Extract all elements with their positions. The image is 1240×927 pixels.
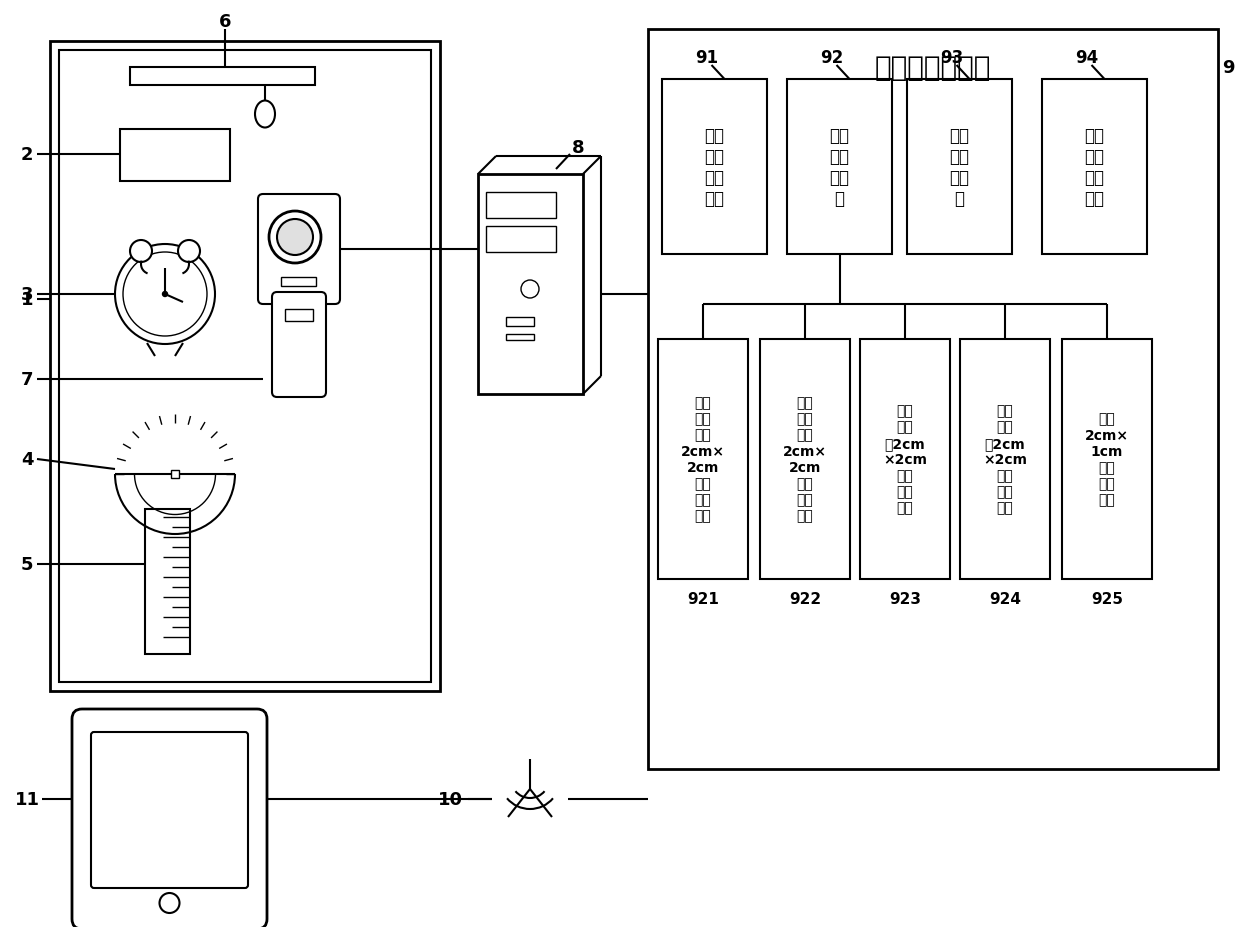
Bar — [486, 193, 556, 219]
FancyBboxPatch shape — [72, 709, 267, 927]
Circle shape — [123, 253, 207, 337]
Text: 922: 922 — [789, 591, 821, 607]
Bar — [906, 80, 1012, 255]
Text: 923: 923 — [889, 591, 921, 607]
Circle shape — [162, 292, 167, 298]
Text: 93: 93 — [940, 49, 963, 67]
FancyBboxPatch shape — [258, 195, 340, 305]
Text: 925: 925 — [1091, 591, 1123, 607]
Text: 髌上
2cm×
1cm
区域
提取
单元: 髌上 2cm× 1cm 区域 提取 单元 — [1085, 413, 1128, 507]
Text: 8: 8 — [572, 139, 584, 157]
Text: 位置
计算
子模
块: 位置 计算 子模 块 — [830, 127, 849, 208]
Bar — [60, 51, 432, 682]
Bar — [1042, 80, 1147, 255]
Bar — [145, 510, 190, 654]
Circle shape — [521, 281, 539, 298]
Circle shape — [160, 893, 180, 913]
Text: 外侧
胫骨
平台
2cm×
2cm
区域
提取
单元: 外侧 胫骨 平台 2cm× 2cm 区域 提取 单元 — [782, 396, 827, 523]
Bar — [1061, 339, 1152, 579]
Bar — [477, 175, 583, 395]
Text: 6: 6 — [218, 13, 231, 31]
Circle shape — [269, 211, 321, 263]
Bar — [861, 339, 950, 579]
Text: 5: 5 — [21, 555, 33, 574]
Text: 92: 92 — [820, 49, 843, 67]
Bar — [171, 471, 179, 478]
Text: 热图像处理模块: 热图像处理模块 — [874, 54, 991, 82]
Bar — [486, 227, 556, 253]
Bar — [120, 130, 229, 182]
Bar — [130, 68, 315, 86]
Text: 股骨
内侧
髁2cm
×2cm
区域
提取
单元: 股骨 内侧 髁2cm ×2cm 区域 提取 单元 — [883, 404, 928, 515]
Text: 1: 1 — [21, 291, 33, 309]
Text: 10: 10 — [438, 790, 463, 808]
Bar — [760, 339, 849, 579]
Bar — [506, 318, 534, 326]
Bar — [662, 80, 768, 255]
Text: 924: 924 — [990, 591, 1021, 607]
Text: 3: 3 — [21, 286, 33, 304]
Bar — [50, 42, 440, 692]
Bar — [281, 278, 316, 286]
Text: 9: 9 — [1221, 59, 1234, 77]
Bar — [787, 80, 892, 255]
Circle shape — [277, 220, 312, 256]
Circle shape — [179, 241, 200, 262]
Text: 4: 4 — [21, 451, 33, 468]
Text: 7: 7 — [21, 371, 33, 388]
Circle shape — [115, 245, 215, 345]
Text: 内侧
胫骨
平台
2cm×
2cm
区域
提取
单元: 内侧 胫骨 平台 2cm× 2cm 区域 提取 单元 — [681, 396, 725, 523]
Ellipse shape — [255, 101, 275, 128]
Text: 94: 94 — [1075, 49, 1099, 67]
Text: 标记
物识
别子
模块: 标记 物识 别子 模块 — [704, 127, 724, 208]
Text: 921: 921 — [687, 591, 719, 607]
Bar — [960, 339, 1050, 579]
Bar — [658, 339, 748, 579]
Bar — [649, 30, 1218, 769]
FancyBboxPatch shape — [91, 732, 248, 888]
Text: 股骨
外侧
髁2cm
×2cm
区域
提取
单元: 股骨 外侧 髁2cm ×2cm 区域 提取 单元 — [983, 404, 1027, 515]
Text: 总皮
温计
算子
模块: 总皮 温计 算子 模块 — [1085, 127, 1105, 208]
Circle shape — [130, 241, 153, 262]
Text: 2: 2 — [21, 146, 33, 164]
Text: 温度
转换
子模
块: 温度 转换 子模 块 — [950, 127, 970, 208]
FancyBboxPatch shape — [272, 293, 326, 398]
Bar — [285, 310, 312, 322]
Text: 91: 91 — [694, 49, 718, 67]
Bar — [506, 335, 534, 340]
Text: 11: 11 — [15, 790, 40, 808]
